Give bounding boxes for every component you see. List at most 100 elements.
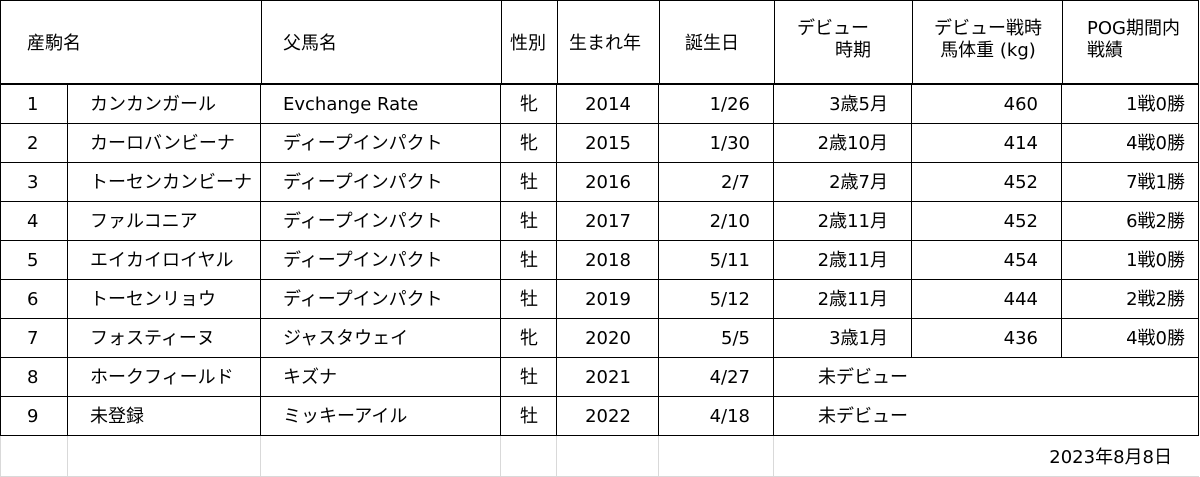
table-row: 8 ホークフィールド キズナ 牡 2021 4/27 未デビュー bbox=[0, 358, 1199, 397]
sire-name: ジャスタウェイ bbox=[283, 328, 409, 349]
header-birthday: 誕生日 bbox=[685, 33, 739, 54]
row-index: 2 bbox=[27, 133, 39, 154]
row-index: 3 bbox=[27, 172, 39, 193]
grid-line bbox=[0, 279, 1199, 280]
grid-line bbox=[773, 84, 774, 436]
grid-line bbox=[260, 436, 261, 476]
grid-line bbox=[500, 436, 501, 476]
horse-name: エイカイロイヤル bbox=[90, 250, 234, 271]
sire-name: ディープインパクト bbox=[283, 172, 443, 193]
grid-line bbox=[773, 436, 774, 476]
debut-period: 2歳11月 bbox=[817, 250, 888, 271]
sire-name: Evchange Rate bbox=[283, 94, 419, 115]
header-debut-line2: 時期 bbox=[835, 40, 871, 61]
sex-cell: 牡 bbox=[520, 250, 538, 271]
horse-name: 未登録 bbox=[90, 406, 144, 427]
debut-weight: 460 bbox=[1003, 94, 1038, 115]
header-weight-line2: 馬体重 (kg) bbox=[940, 40, 1036, 61]
debut-weight: 452 bbox=[1003, 172, 1038, 193]
sex-cell: 牝 bbox=[520, 133, 538, 154]
grid-line bbox=[0, 240, 1199, 241]
sex-cell: 牡 bbox=[520, 406, 538, 427]
row-index: 5 bbox=[27, 250, 39, 271]
header-record-line1: POG期間内 bbox=[1087, 18, 1180, 39]
birthday: 1/30 bbox=[709, 133, 750, 154]
row-index: 8 bbox=[27, 367, 39, 388]
sire-name: ディープインパクト bbox=[283, 211, 443, 232]
grid-line bbox=[1198, 84, 1199, 436]
horse-name: カンカンガール bbox=[90, 94, 216, 115]
header-sire: 父馬名 bbox=[283, 33, 337, 54]
sire-name: ディープインパクト bbox=[283, 250, 443, 271]
sex-cell: 牡 bbox=[520, 289, 538, 310]
table-row: 2 カーロバンビーナ ディープインパクト 牝 2015 1/30 2歳10月 414 4戦0勝 bbox=[0, 124, 1199, 163]
grid-line bbox=[911, 84, 912, 358]
horse-name: ファルコニア bbox=[90, 211, 198, 232]
birth-year: 2016 bbox=[585, 172, 631, 193]
grid-line bbox=[67, 84, 68, 436]
header-divider bbox=[501, 1, 502, 84]
row-index: 7 bbox=[27, 328, 39, 349]
pog-record: 2戦2勝 bbox=[1126, 289, 1185, 310]
header-divider bbox=[261, 1, 262, 84]
grid-line bbox=[0, 318, 1199, 319]
birthday: 5/12 bbox=[709, 289, 750, 310]
header-debut: デビュー 時期 bbox=[775, 18, 913, 62]
grid-line bbox=[0, 123, 1199, 124]
debut-weight: 452 bbox=[1003, 211, 1038, 232]
grid-line bbox=[658, 436, 659, 476]
row-index: 9 bbox=[27, 406, 39, 427]
table-row: 3 トーセンカンビーナ ディープインパクト 牡 2016 2/7 2歳7月 452 7戦1勝 bbox=[0, 163, 1199, 202]
grid-line bbox=[0, 396, 1199, 397]
header-year: 生まれ年 bbox=[569, 33, 641, 54]
sire-name: ディープインパクト bbox=[283, 289, 443, 310]
table-row: 1 カンカンガール Evchange Rate 牝 2014 1/26 3歳5月 460 1戦0… bbox=[0, 85, 1199, 124]
table-header: 産駒名 父馬名 性別 生まれ年 誕生日 デビュー 時期 デビュー戦時 馬体重 (… bbox=[0, 0, 1199, 84]
grid-line bbox=[0, 436, 1, 476]
birthday: 5/11 bbox=[709, 250, 750, 271]
header-name: 産駒名 bbox=[27, 33, 81, 54]
birthday: 2/7 bbox=[721, 172, 750, 193]
header-divider bbox=[659, 1, 660, 84]
grid-line bbox=[1061, 84, 1062, 358]
grid-line bbox=[0, 435, 1199, 436]
horse-name: ホークフィールド bbox=[90, 367, 234, 388]
grid-line bbox=[556, 436, 557, 476]
birthday: 4/18 bbox=[709, 406, 750, 427]
pog-record: 4戦0勝 bbox=[1126, 133, 1185, 154]
sire-name: キズナ bbox=[283, 367, 337, 388]
birth-year: 2015 bbox=[585, 133, 631, 154]
grid-line bbox=[556, 84, 557, 436]
grid-line bbox=[0, 84, 1, 436]
header-debut-line1: デビュー bbox=[797, 18, 869, 39]
birth-year: 2021 bbox=[585, 367, 631, 388]
sire-name: ディープインパクト bbox=[283, 133, 443, 154]
horse-name: フォスティーヌ bbox=[90, 328, 215, 349]
grid-line bbox=[67, 436, 68, 476]
birthday: 2/10 bbox=[709, 211, 750, 232]
table-row: 4 ファルコニア ディープインパクト 牡 2017 2/10 2歳11月 452 6戦2勝 bbox=[0, 202, 1199, 241]
horse-name: トーセンカンビーナ bbox=[90, 172, 252, 193]
horse-name: トーセンリョウ bbox=[90, 289, 216, 310]
pog-record: 1戦0勝 bbox=[1126, 94, 1185, 115]
birth-year: 2019 bbox=[585, 289, 631, 310]
debut-period: 2歳11月 bbox=[817, 289, 888, 310]
sex-cell: 牝 bbox=[520, 94, 538, 115]
debut-period: 3歳1月 bbox=[829, 328, 888, 349]
table-row: 6 トーセンリョウ ディープインパクト 牡 2019 5/12 2歳11月 444 2戦2勝 bbox=[0, 280, 1199, 319]
header-divider bbox=[557, 1, 558, 84]
debut-period: 2歳11月 bbox=[817, 211, 888, 232]
header-weight: デビュー戦時 馬体重 (kg) bbox=[913, 18, 1063, 62]
sex-cell: 牝 bbox=[520, 328, 538, 349]
header-record-line2: 戦績 bbox=[1087, 40, 1123, 61]
undebuted-note: 未デビュー bbox=[818, 367, 908, 388]
header-divider bbox=[1062, 1, 1063, 84]
grid-line bbox=[0, 201, 1199, 202]
birthday: 1/26 bbox=[709, 94, 750, 115]
debut-period: 2歳7月 bbox=[829, 172, 888, 193]
birth-year: 2014 bbox=[585, 94, 631, 115]
row-index: 6 bbox=[27, 289, 39, 310]
table-row: 7 フォスティーヌ ジャスタウェイ 牝 2020 5/5 3歳1月 436 4戦0勝 bbox=[0, 319, 1199, 358]
header-weight-line1: デビュー戦時 bbox=[934, 18, 1042, 39]
header-divider bbox=[774, 1, 775, 84]
